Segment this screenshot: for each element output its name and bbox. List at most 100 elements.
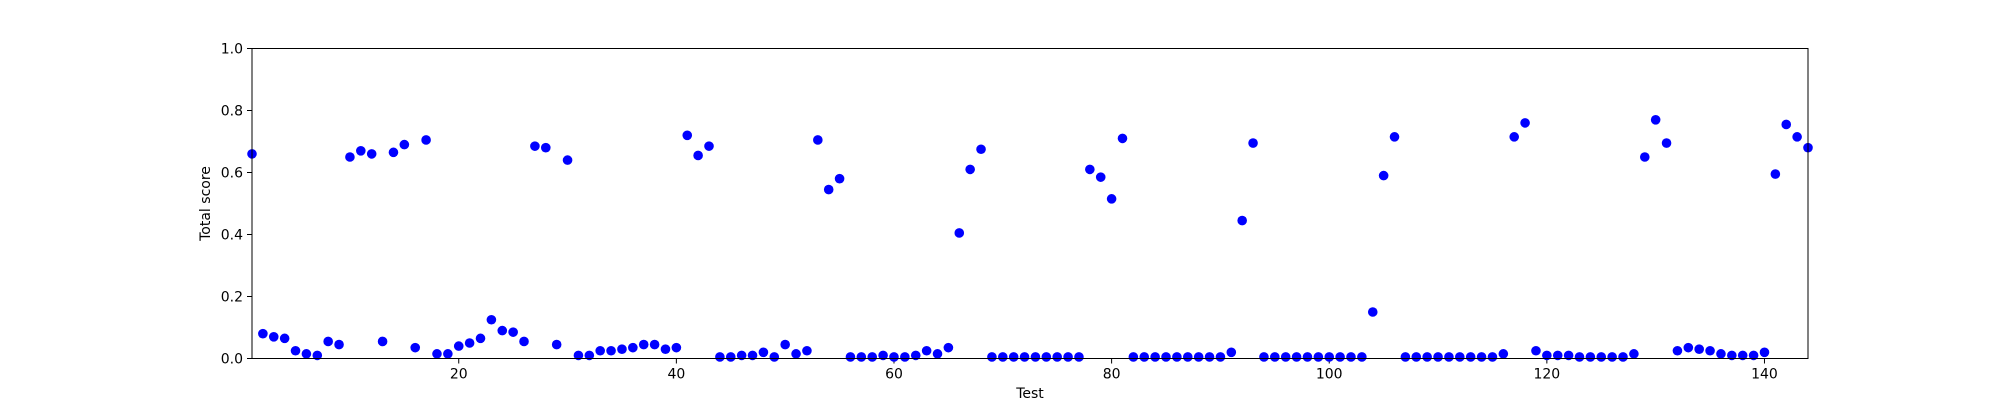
data-point (464, 338, 475, 348)
data-point (693, 150, 703, 161)
data-point (421, 135, 431, 145)
data-point (366, 149, 377, 159)
data-point (965, 164, 975, 175)
x-tick-label: 20 (450, 367, 468, 383)
data-point (1063, 352, 1073, 362)
data-point (1259, 352, 1269, 362)
data-point (1106, 194, 1117, 204)
data-point (682, 130, 693, 141)
data-point (823, 184, 834, 195)
data-point (1705, 345, 1715, 356)
data-point (1357, 352, 1367, 362)
data-point (410, 342, 421, 353)
data-point (453, 341, 464, 351)
data-point (1041, 352, 1052, 362)
data-point (900, 352, 910, 362)
data-point (551, 339, 562, 350)
data-point (1694, 344, 1704, 355)
data-point (704, 141, 714, 151)
data-point (780, 339, 790, 350)
data-point (1639, 152, 1650, 162)
data-point (1542, 350, 1552, 361)
data-point (1596, 352, 1607, 362)
data-point (301, 349, 312, 359)
data-point (1204, 352, 1215, 362)
data-point (432, 349, 442, 359)
data-point (1574, 352, 1585, 362)
data-point (573, 350, 584, 361)
data-point (628, 342, 638, 353)
y-tick-label: 0.2 (221, 290, 243, 306)
data-point (736, 350, 747, 361)
data-point (867, 352, 878, 362)
data-point (1161, 352, 1171, 362)
data-point (1150, 352, 1160, 362)
data-point (715, 352, 725, 362)
x-tick-label: 100 (1316, 367, 1343, 383)
data-point (1563, 350, 1574, 361)
data-point (1781, 119, 1792, 130)
data-point (1585, 352, 1596, 362)
data-point (889, 352, 899, 362)
data-point (519, 336, 529, 347)
data-point (1759, 347, 1770, 358)
data-point (660, 344, 671, 355)
data-point (1128, 352, 1139, 362)
data-point (1748, 350, 1759, 361)
data-point (987, 352, 997, 362)
x-tick-label: 120 (1533, 367, 1560, 383)
x-axis-label: Test (1015, 386, 1044, 400)
data-point (258, 328, 268, 339)
data-point (377, 336, 388, 347)
data-point (530, 141, 540, 151)
data-point (1455, 352, 1465, 362)
y-tick-label: 0.0 (221, 352, 243, 368)
data-point (1465, 352, 1476, 362)
data-point (1683, 342, 1694, 353)
data-point (1248, 138, 1258, 148)
data-point (1182, 352, 1193, 362)
data-point (997, 352, 1008, 362)
data-point (1052, 352, 1063, 362)
x-tick-label: 80 (1103, 367, 1121, 383)
data-point (649, 339, 660, 350)
data-point (290, 345, 301, 356)
data-point (1531, 345, 1541, 356)
data-point (1552, 350, 1563, 361)
data-point (508, 327, 518, 337)
x-tick-label: 40 (667, 367, 685, 383)
data-point (1095, 172, 1106, 182)
data-point (1172, 352, 1182, 362)
data-point (1313, 352, 1324, 362)
data-point (954, 228, 965, 238)
data-point (1422, 352, 1432, 362)
data-point (1444, 352, 1454, 362)
data-point (312, 350, 323, 361)
data-point (1650, 115, 1661, 125)
plot-frame (251, 48, 1809, 359)
data-point (1737, 350, 1748, 361)
data-point (1215, 352, 1226, 362)
data-point (475, 333, 486, 344)
data-point (1139, 352, 1150, 362)
data-point (1487, 352, 1498, 362)
data-point (1607, 352, 1617, 362)
x-tick-label: 60 (885, 367, 903, 383)
data-point (388, 147, 399, 158)
data-point (1378, 170, 1389, 181)
data-point (1509, 132, 1520, 142)
points-layer (247, 115, 1813, 362)
data-point (845, 352, 856, 362)
data-point (921, 345, 932, 356)
data-point (769, 352, 780, 362)
data-point (606, 345, 616, 356)
data-point (1117, 133, 1128, 144)
data-point (345, 152, 355, 162)
data-point (399, 139, 410, 150)
y-tick-label: 0.6 (221, 166, 243, 182)
data-point (1716, 349, 1726, 359)
data-point (1520, 118, 1530, 128)
y-axis-label: Total score (198, 166, 214, 242)
data-point (802, 345, 812, 356)
ticks-layer: 20 40 60 80 100 120 140 0.0 0.2 0.4 0.6 0.8 1.0 (221, 42, 1778, 383)
